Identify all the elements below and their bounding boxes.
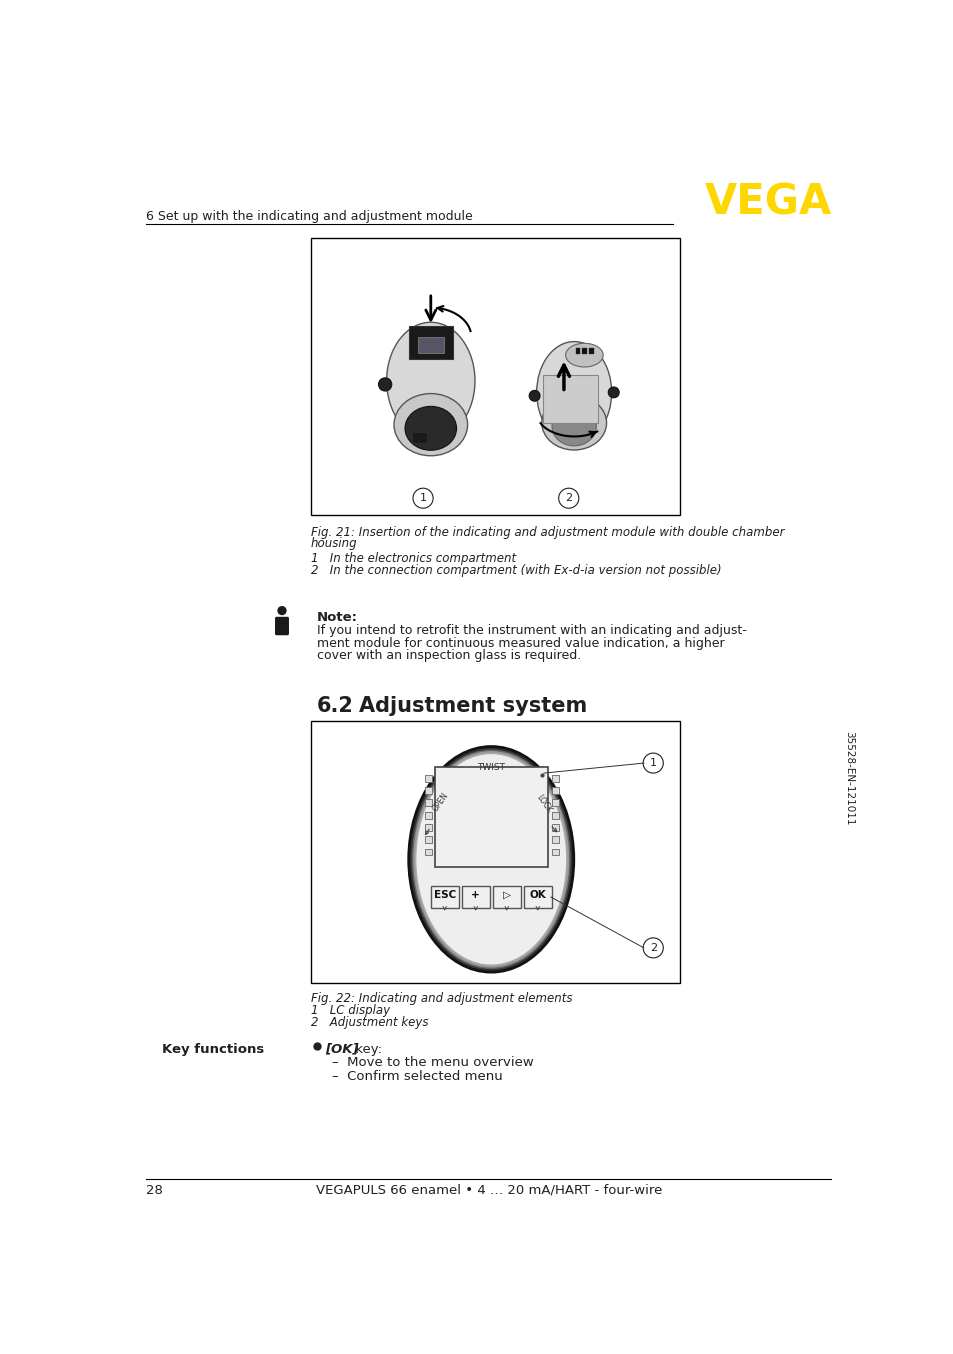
Bar (551, 811, 558, 819)
Bar (311, 720, 679, 983)
Text: 6.2: 6.2 (316, 696, 354, 716)
Text: –  Move to the menu overview: – Move to the menu overview (332, 1056, 534, 1070)
Text: –  Confirm selected menu: – Confirm selected menu (332, 1070, 502, 1083)
Ellipse shape (416, 753, 566, 965)
Bar (551, 849, 558, 856)
Ellipse shape (394, 394, 467, 456)
Text: 2: 2 (649, 942, 656, 953)
Text: 6 Set up with the indicating and adjustment module: 6 Set up with the indicating and adjustm… (146, 210, 473, 223)
Bar (575, 348, 579, 353)
Bar (424, 837, 431, 844)
Text: Note:: Note: (316, 611, 357, 624)
Ellipse shape (408, 746, 573, 972)
Ellipse shape (405, 406, 456, 451)
Bar (435, 766, 547, 867)
Bar (424, 799, 431, 806)
Text: 2   In the connection compartment (with Ex-d-ia version not possible): 2 In the connection compartment (with Ex… (311, 563, 720, 577)
Text: 2: 2 (564, 493, 572, 504)
Ellipse shape (537, 341, 611, 443)
Text: 35528-EN-121011: 35528-EN-121011 (843, 731, 853, 826)
Bar (551, 837, 558, 844)
Bar (551, 774, 558, 781)
Text: 28: 28 (146, 1183, 163, 1197)
Text: Adjustment system: Adjustment system (359, 696, 587, 716)
Bar (543, 375, 598, 422)
FancyBboxPatch shape (523, 887, 551, 907)
Bar (581, 348, 586, 353)
Bar (424, 811, 431, 819)
Ellipse shape (529, 390, 539, 401)
Bar (311, 238, 679, 515)
Text: ESC: ESC (434, 890, 456, 900)
Text: 1   In the electronics compartment: 1 In the electronics compartment (311, 552, 516, 565)
Text: ment module for continuous measured value indication, a higher: ment module for continuous measured valu… (316, 636, 723, 650)
FancyBboxPatch shape (461, 887, 489, 907)
Text: ▷: ▷ (502, 890, 510, 900)
FancyBboxPatch shape (274, 617, 289, 635)
Ellipse shape (386, 322, 475, 439)
Text: Key functions: Key functions (162, 1043, 264, 1056)
Text: VEGA: VEGA (704, 181, 831, 223)
Text: VEGAPULS 66 enamel • 4 … 20 mA/HART - four-wire: VEGAPULS 66 enamel • 4 … 20 mA/HART - fo… (315, 1183, 661, 1197)
Text: 1   LC display: 1 LC display (311, 1005, 390, 1017)
Text: Fig. 22: Indicating and adjustment elements: Fig. 22: Indicating and adjustment eleme… (311, 991, 572, 1005)
Text: TWIST: TWIST (476, 764, 505, 772)
Bar (551, 799, 558, 806)
Circle shape (277, 607, 286, 615)
Text: OK: OK (529, 890, 545, 900)
Text: cover with an inspection glass is required.: cover with an inspection glass is requir… (316, 649, 580, 662)
Ellipse shape (565, 344, 602, 367)
Text: Fig. 21: Insertion of the indicating and adjustment module with double chamber: Fig. 21: Insertion of the indicating and… (311, 525, 783, 539)
Text: housing: housing (311, 536, 357, 550)
Text: 1: 1 (419, 493, 426, 504)
Bar (424, 849, 431, 856)
Text: LOCK: LOCK (534, 793, 553, 815)
Text: +: + (471, 890, 479, 900)
Bar (408, 326, 453, 359)
Bar (412, 432, 427, 443)
Bar (551, 787, 558, 793)
Bar (424, 774, 431, 781)
Bar (589, 348, 594, 353)
Bar (551, 825, 558, 831)
Bar (417, 337, 443, 353)
Bar (424, 787, 431, 793)
Text: 1: 1 (649, 758, 656, 768)
Text: If you intend to retrofit the instrument with an indicating and adjust-: If you intend to retrofit the instrument… (316, 624, 746, 638)
Text: 2   Adjustment keys: 2 Adjustment keys (311, 1016, 428, 1029)
Text: OPEN: OPEN (431, 791, 450, 812)
Text: key:: key: (351, 1043, 381, 1056)
Ellipse shape (608, 387, 618, 398)
Ellipse shape (412, 750, 569, 968)
Text: [OK]: [OK] (325, 1043, 358, 1056)
Bar (424, 825, 431, 831)
Ellipse shape (378, 378, 392, 391)
FancyBboxPatch shape (431, 887, 458, 907)
FancyBboxPatch shape (493, 887, 520, 907)
Ellipse shape (552, 406, 596, 445)
Ellipse shape (541, 395, 606, 450)
